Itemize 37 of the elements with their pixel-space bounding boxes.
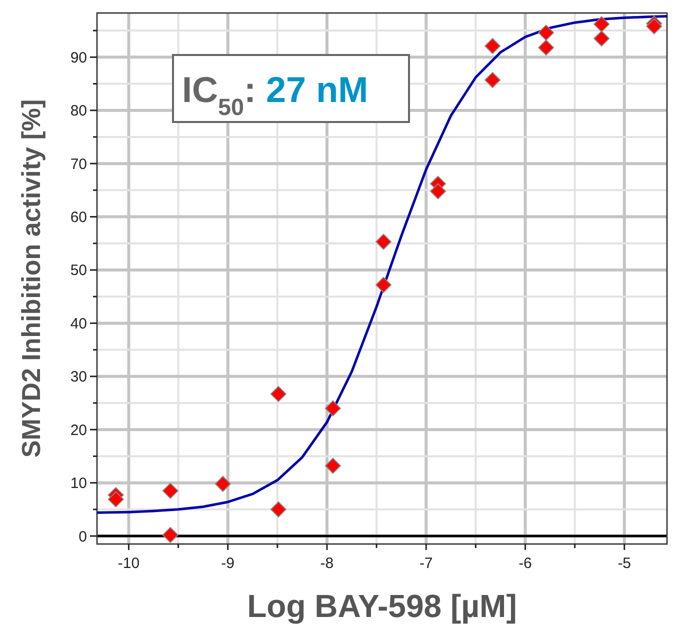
- point: [594, 16, 610, 32]
- point: [430, 183, 446, 200]
- point: [162, 526, 178, 543]
- point: [538, 24, 554, 41]
- point: [375, 234, 392, 250]
- x-tick-label: -7: [419, 555, 433, 572]
- point: [484, 72, 501, 88]
- y-tick-label: 80: [70, 102, 87, 120]
- line-series: [96, 14, 668, 514]
- point: [270, 501, 286, 518]
- y-tick-label: 20: [70, 422, 87, 439]
- y-tick-label: 10: [70, 475, 87, 492]
- y-tick-label: 40: [70, 315, 87, 332]
- point: [214, 476, 231, 492]
- point: [162, 482, 178, 499]
- y-tick-label: 60: [70, 209, 87, 226]
- y-tick-label: 70: [70, 156, 87, 173]
- point: [270, 386, 286, 402]
- x-tick-label: -6: [518, 555, 532, 572]
- point: [108, 491, 124, 508]
- x-tick-label: -10: [118, 555, 140, 572]
- point: [324, 458, 341, 474]
- y-tick-label: 0: [78, 528, 87, 546]
- point: [324, 400, 341, 416]
- y-tick-label: 50: [70, 262, 87, 280]
- y-tick-label: 30: [70, 368, 87, 386]
- y-axis-title: SMYD2 Inhibition activity [%]: [16, 99, 46, 458]
- point: [594, 30, 610, 47]
- x-axis-title: Log BAY-598 [µM]: [247, 588, 517, 624]
- x-tick-label: -9: [221, 555, 235, 572]
- point: [375, 276, 392, 293]
- annotation: IC$_{50}$: 27 nM: [182, 69, 368, 120]
- point: [484, 38, 501, 54]
- point: [538, 40, 554, 56]
- x-tick-label: -8: [320, 555, 334, 572]
- y-tick-label: 90: [70, 49, 87, 66]
- x-tick-label: -5: [618, 555, 632, 572]
